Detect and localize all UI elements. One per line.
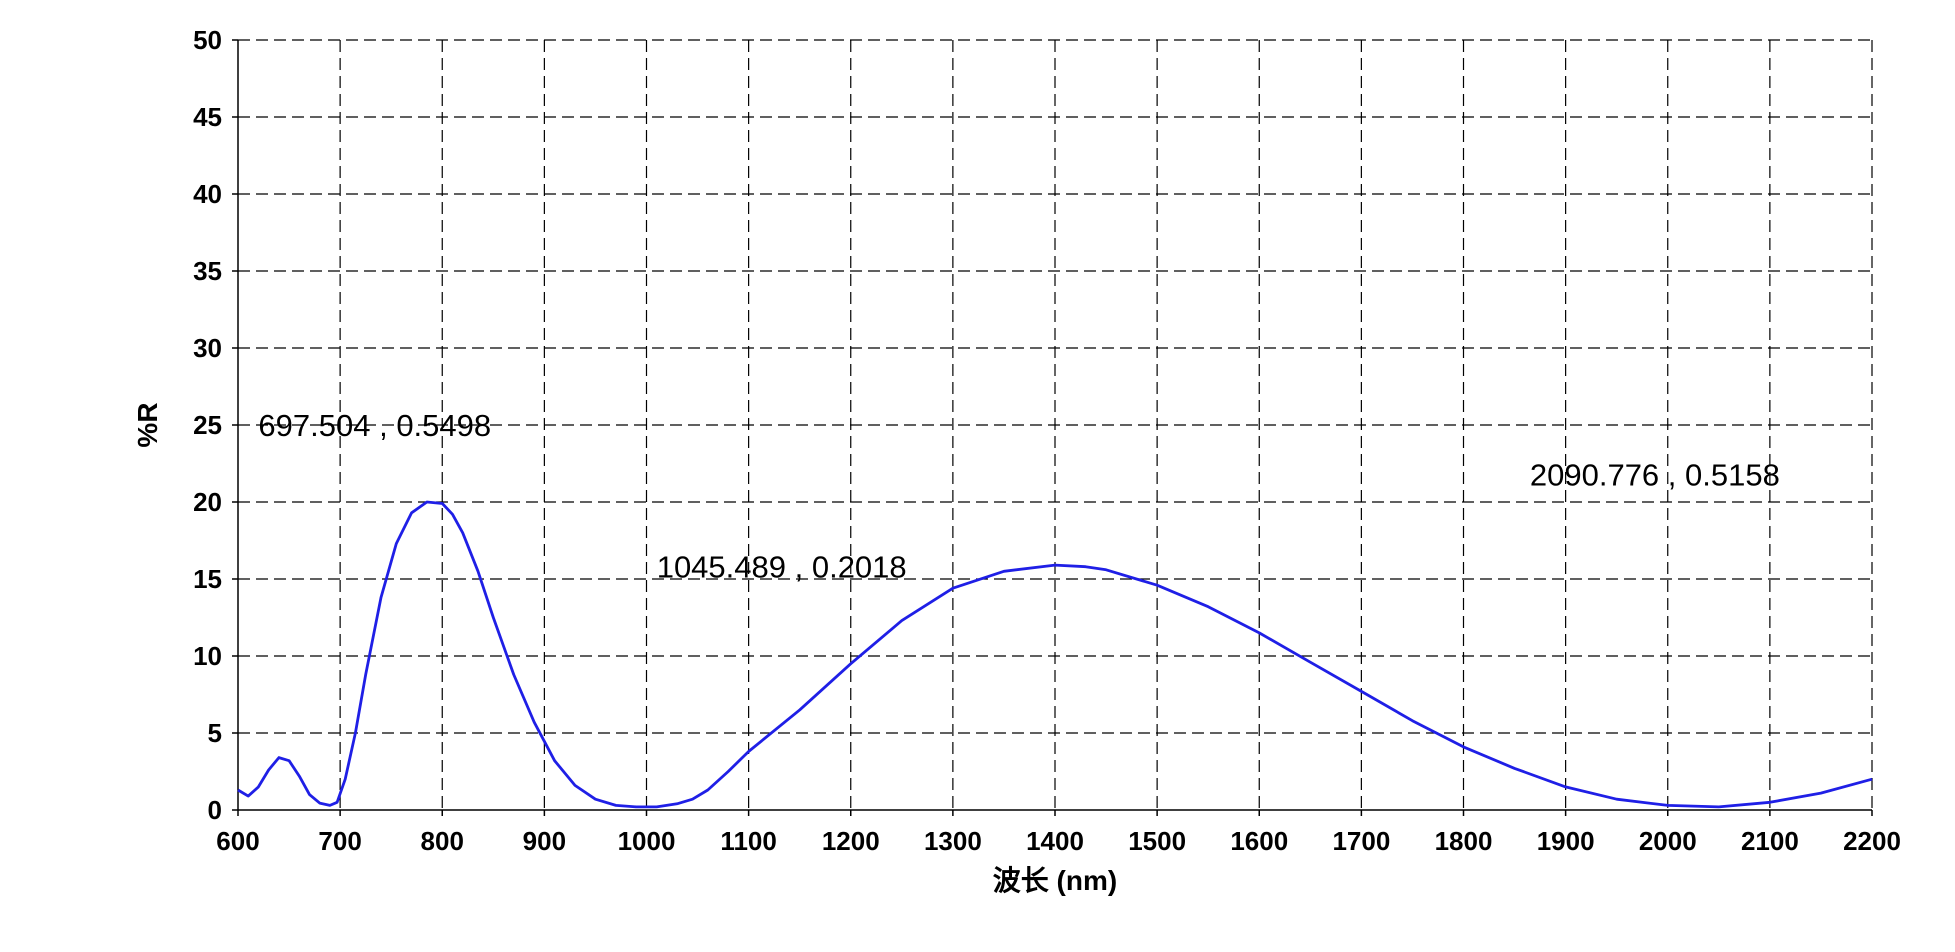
y-tick-label: 30 xyxy=(193,333,222,363)
y-tick-label: 15 xyxy=(193,564,222,594)
x-tick-label: 1000 xyxy=(618,826,676,856)
y-tick-label: 20 xyxy=(193,487,222,517)
x-tick-label: 900 xyxy=(523,826,566,856)
y-tick-label: 5 xyxy=(208,718,222,748)
y-tick-labels: 0 5 10 15 20 25 30 35 40 45 50 xyxy=(193,25,222,825)
y-tick-label: 50 xyxy=(193,25,222,55)
x-tick-label: 1200 xyxy=(822,826,880,856)
x-tick-label: 2000 xyxy=(1639,826,1697,856)
x-tick-label: 1700 xyxy=(1332,826,1390,856)
x-tick-label: 600 xyxy=(216,826,259,856)
axes xyxy=(232,39,1873,816)
y-tick-label: 40 xyxy=(193,179,222,209)
x-tick-label: 2200 xyxy=(1843,826,1901,856)
x-tick-label: 1400 xyxy=(1026,826,1084,856)
reflectance-line xyxy=(237,500,1873,809)
x-tick-label: 800 xyxy=(421,826,464,856)
point-annotation: 1045.489 , 0.2018 xyxy=(657,550,907,585)
x-tick-label: 1500 xyxy=(1128,826,1186,856)
x-tick-label: 700 xyxy=(318,826,361,856)
x-tick-label: 1900 xyxy=(1537,826,1595,856)
point-annotation: 697.504 , 0.5498 xyxy=(258,408,491,443)
grid xyxy=(238,39,1873,810)
y-tick-label: 25 xyxy=(193,410,222,440)
y-tick-label: 10 xyxy=(193,641,222,671)
y-tick-label: 45 xyxy=(193,102,222,132)
x-axis-title: 波长 (nm) xyxy=(993,865,1117,896)
annotations: 697.504 , 0.5498 1045.489 , 0.2018 2090.77… xyxy=(258,408,1779,585)
x-tick-label: 1600 xyxy=(1230,826,1288,856)
y-tick-label: 35 xyxy=(193,256,222,286)
x-tick-label: 1100 xyxy=(720,826,776,856)
x-tick-label: 1300 xyxy=(924,826,982,856)
y-axis-title: %R xyxy=(132,402,163,447)
x-tick-labels: 600 700 800 900 1000 1100 1200 1300 1400 1500 1600… xyxy=(216,826,1901,856)
x-tick-label: 1800 xyxy=(1435,826,1493,856)
point-annotation: 2090.776 , 0.5158 xyxy=(1530,457,1780,492)
y-tick-label: 0 xyxy=(208,795,222,825)
series-group xyxy=(237,500,1873,809)
x-tick-label: 2100 xyxy=(1741,826,1799,856)
